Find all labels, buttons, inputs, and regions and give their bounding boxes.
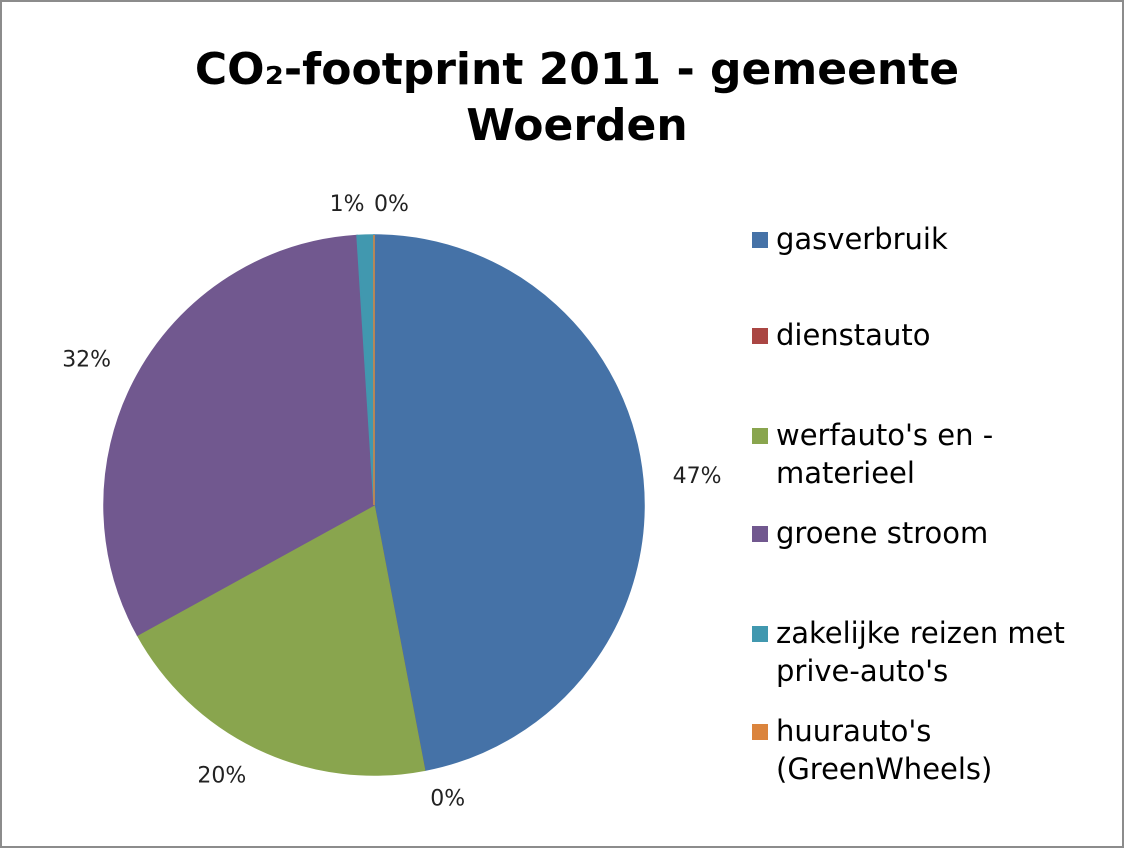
legend-item: huurauto's (GreenWheels): [752, 712, 1116, 788]
pie-slice: [373, 234, 645, 772]
data-label: 47%: [673, 464, 722, 489]
legend-label: gasverbruik: [776, 222, 948, 256]
legend-swatch: [752, 232, 768, 248]
legend-swatch: [752, 724, 768, 740]
legend-label: dienstauto: [776, 318, 931, 352]
legend-item: gasverbruik: [752, 220, 1116, 258]
chart-title: CO₂-footprint 2011 - gemeente Woerden: [194, 44, 960, 151]
legend-swatch: [752, 428, 768, 444]
data-label: 20%: [197, 763, 246, 788]
legend-item: zakelijke reizen met prive-auto's: [752, 614, 1116, 690]
data-label: 0%: [430, 787, 465, 812]
legend-swatch: [752, 328, 768, 344]
pie-slice: [136, 503, 426, 776]
legend-label: groene stroom: [776, 516, 989, 550]
legend-swatch: [752, 526, 768, 542]
legend-item: groene stroom: [752, 514, 1116, 552]
legend-item: werfauto's en - materieel: [752, 416, 1116, 492]
legend-label: werfauto's en - materieel: [776, 418, 994, 490]
pie-slice: [103, 234, 375, 637]
data-label: 1%: [330, 192, 365, 217]
legend-label: huurauto's (GreenWheels): [776, 714, 993, 786]
data-label: 0%: [374, 192, 409, 217]
legend-label: zakelijke reizen met prive-auto's: [776, 616, 1065, 688]
data-label: 32%: [62, 347, 111, 372]
legend-swatch: [752, 626, 768, 642]
legend-item: dienstauto: [752, 316, 1116, 354]
